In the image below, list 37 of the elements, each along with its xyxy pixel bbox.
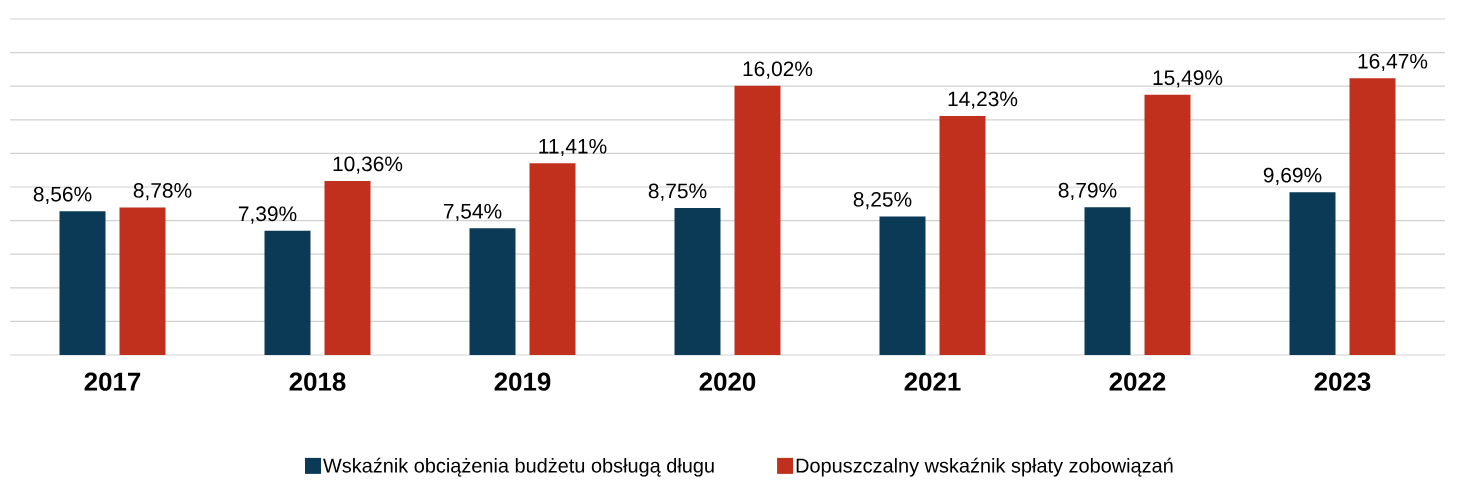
data-label: 16,47%: [1358, 53, 1428, 72]
bar: [1289, 192, 1336, 355]
bar: [879, 216, 926, 355]
bar: [119, 207, 166, 355]
data-label: 7,54%: [443, 203, 502, 222]
bar: [59, 211, 106, 355]
bar: [1349, 78, 1396, 355]
data-label: 9,69%: [1263, 167, 1322, 185]
legend-label: Wskaźnik obciążenia budżetu obsługą długu: [323, 457, 714, 477]
data-label: 11,41%: [539, 138, 607, 157]
data-label: 8,78%: [133, 183, 192, 201]
bar: [734, 85, 781, 355]
x-tick-label: 2019: [494, 372, 551, 391]
bar: [529, 163, 576, 355]
x-tick-label: 2021: [904, 372, 961, 391]
x-tick-label: 2020: [699, 372, 756, 391]
bar: [939, 115, 986, 355]
bar: [1084, 207, 1131, 355]
bar: [469, 228, 516, 355]
x-tick-label: 2023: [1314, 372, 1371, 391]
bar: [264, 230, 311, 355]
data-label: 10,36%: [333, 156, 403, 174]
data-label: 8,25%: [853, 191, 912, 210]
data-label: 8,75%: [648, 183, 707, 201]
data-label: 16,02%: [743, 61, 813, 79]
legend-label: Dopuszczalny wskaźnik spłaty zobowiązań: [796, 457, 1173, 477]
x-tick-label: 2022: [1109, 372, 1166, 391]
x-tick-label: 2017: [84, 372, 141, 391]
bar: [674, 208, 721, 355]
data-label: 15,49%: [1153, 70, 1223, 88]
x-tick-label: 2018: [289, 372, 346, 391]
data-label: 8,79%: [1058, 182, 1117, 201]
data-label: 7,39%: [238, 206, 297, 224]
data-label: 8,56%: [33, 186, 92, 204]
bar: [324, 180, 371, 355]
bar: [1144, 94, 1191, 355]
data-label: 14,23%: [948, 91, 1018, 109]
